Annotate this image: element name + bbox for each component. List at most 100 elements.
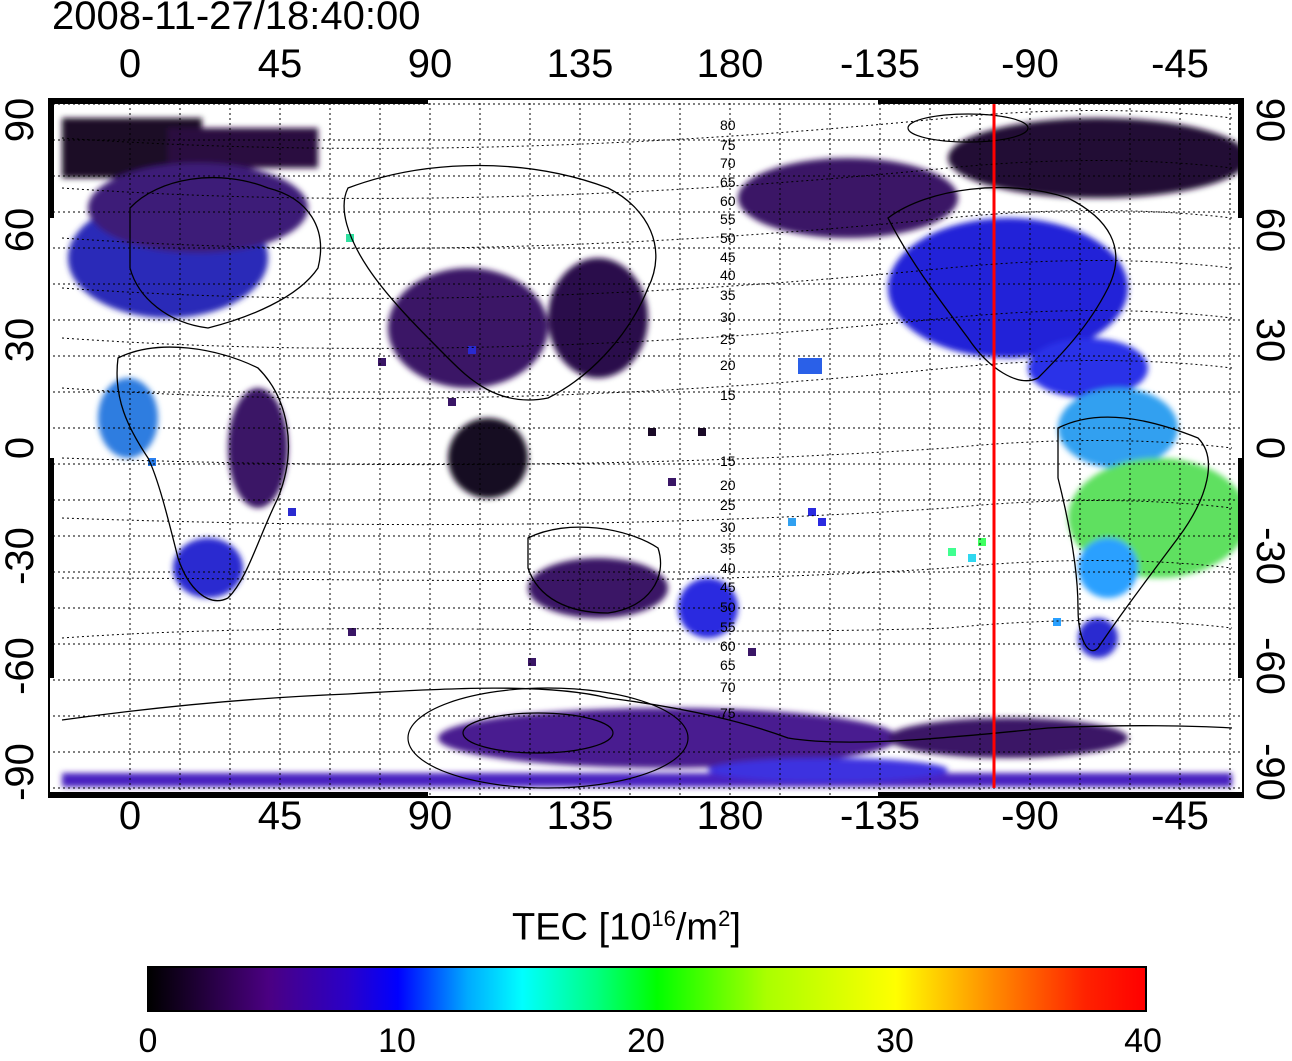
- contour-label: 25: [720, 331, 736, 347]
- lon-tick-bottom: -45: [1151, 794, 1209, 838]
- contour-line: [61, 560, 1233, 581]
- colorbar-title: TEC [1016/m2]: [512, 906, 741, 950]
- contour-line: [61, 260, 1233, 299]
- tec-pixel: [668, 478, 676, 486]
- contour-label: 65: [720, 657, 736, 673]
- tec-pixel: [978, 538, 986, 546]
- contour-line: [61, 500, 1233, 526]
- tec-pixel: [948, 548, 956, 556]
- colorbar-title-close: ]: [730, 906, 741, 949]
- tec-pixel: [528, 658, 536, 666]
- lat-tick-left: 90: [0, 97, 42, 143]
- lon-tick-top: 45: [257, 42, 303, 86]
- colorbar-tick: 40: [1124, 1022, 1162, 1060]
- contour-label: 45: [720, 579, 736, 595]
- tec-pixel: [288, 508, 296, 516]
- contour-label: 70: [720, 679, 736, 695]
- tec-pixel: [148, 458, 156, 466]
- tec-region-patagonia: [1078, 618, 1118, 658]
- tec-scatter-pixels: [148, 234, 1061, 666]
- contour-label: 25: [720, 497, 736, 513]
- tec-pixel: [378, 358, 386, 366]
- lat-tick-right: -60: [1248, 637, 1292, 695]
- lon-tick-bottom: 90: [407, 794, 453, 838]
- lon-tick-bottom: -135: [839, 794, 921, 838]
- lon-tick-top: 0: [118, 42, 142, 86]
- lon-tick-bottom: -90: [1001, 794, 1059, 838]
- lat-tick-right: 0: [1248, 436, 1292, 460]
- tec-region-arctic-america: [948, 118, 1244, 198]
- contour-label: 30: [720, 519, 736, 535]
- contour-label: 55: [720, 211, 736, 227]
- contour-label: 60: [720, 193, 736, 209]
- lat-tick-right: 90: [1248, 97, 1292, 143]
- lat-tick-left: 60: [0, 207, 42, 253]
- tec-region-central-asia: [388, 268, 548, 388]
- tec-region-antarctic-edge: [62, 773, 1232, 787]
- tec-pixel: [788, 518, 796, 526]
- lon-tick-bottom: 45: [257, 794, 303, 838]
- contour-label: 20: [720, 477, 736, 493]
- contour-line: [61, 110, 1233, 149]
- contour-ellipse-north: [907, 113, 1029, 143]
- contour-label: 35: [720, 287, 736, 303]
- coastline-antarctica: [61, 687, 1233, 743]
- contour-label: 50: [720, 230, 736, 246]
- tec-pixel: [808, 508, 816, 516]
- contour-line: [61, 310, 1233, 349]
- lon-tick-top: -135: [839, 42, 921, 86]
- tec-region-south-africa: [173, 538, 243, 598]
- contour-label: 15: [720, 387, 736, 403]
- tec-region-central-america: [1028, 338, 1148, 398]
- lat-tick-left: -90: [0, 743, 42, 801]
- colorbar-title-exponent: 16: [651, 906, 676, 931]
- colorbar-title-unit: /m: [675, 906, 719, 949]
- tec-pixel: [698, 428, 706, 436]
- contour-label: 20: [720, 357, 736, 373]
- tec-region-arctic-eurasia: [168, 128, 318, 168]
- lon-tick-top: -90: [1001, 42, 1059, 86]
- tec-region-east-africa: [228, 388, 288, 508]
- contour-label: 80: [720, 117, 736, 133]
- contour-line: [61, 360, 1233, 399]
- frame-ticks: [48, 98, 1244, 798]
- tec-region-australia: [528, 558, 668, 618]
- tec-region-indonesia: [448, 418, 528, 498]
- contour-line: [61, 210, 1233, 249]
- coastline-africa: [116, 346, 289, 602]
- lat-tick-right: -90: [1248, 743, 1292, 801]
- colorbar-tick: 20: [627, 1022, 665, 1060]
- contour-label: 50: [720, 599, 736, 615]
- coastline-asia: [343, 164, 657, 401]
- tec-region-alaska: [738, 158, 958, 238]
- tec-pixel: [798, 358, 822, 374]
- colorbar-tick: 10: [378, 1022, 416, 1060]
- lat-tick-left: 30: [0, 317, 42, 363]
- lat-tick-right: 30: [1248, 317, 1292, 363]
- tec-region-antarctica-pacific: [708, 758, 948, 782]
- coastline-north-america: [887, 186, 1117, 382]
- contour-label: 15: [720, 453, 736, 469]
- tec-region-scandinavia: [88, 163, 308, 253]
- map-frame: [48, 98, 1244, 798]
- tec-pixel: [1053, 618, 1061, 626]
- tec-region-east-asia: [548, 258, 648, 378]
- grid: [48, 98, 1244, 798]
- coastlines: [61, 164, 1233, 743]
- contour-label: 40: [720, 560, 736, 576]
- tec-map: 80 75 70 65 60 55 50 45 40 35 30 25 20 1…: [48, 98, 1244, 798]
- coastline-europe: [129, 177, 322, 329]
- contour-label: 45: [720, 249, 736, 265]
- contour-line: [61, 620, 1233, 639]
- lon-tick-bottom: 0: [118, 794, 142, 838]
- colorbar-title-main: TEC [10: [512, 906, 652, 949]
- tec-region-west-africa: [98, 378, 158, 458]
- tec-pixel: [448, 398, 456, 406]
- contour-label: 75: [720, 705, 736, 721]
- contour-label: 30: [720, 309, 736, 325]
- lat-tick-left: 0: [0, 436, 42, 460]
- lon-tick-bottom: 180: [696, 794, 764, 838]
- tec-pixel: [348, 628, 356, 636]
- contour-label: 65: [720, 174, 736, 190]
- tec-pixel: [818, 518, 826, 526]
